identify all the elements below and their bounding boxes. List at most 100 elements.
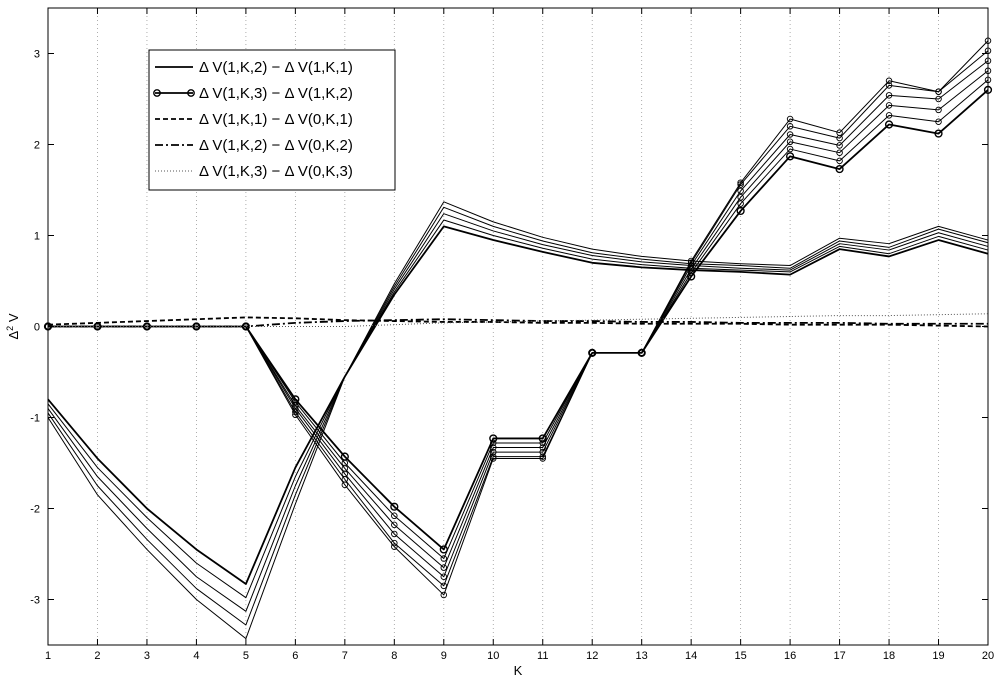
x-tick-label: 6 xyxy=(292,650,298,662)
series-11-point xyxy=(935,88,942,95)
y-tick-label: 2 xyxy=(34,140,40,152)
series-6-point xyxy=(934,129,943,138)
series-8-point xyxy=(786,138,794,146)
x-tick-label: 1 xyxy=(45,650,51,662)
legend-label-2: Δ V(1,K,3) − Δ V(1,K,2) xyxy=(199,85,353,102)
series-3-line xyxy=(47,213,989,612)
x-tick-label: 8 xyxy=(391,650,397,662)
x-tick-label: 3 xyxy=(144,650,150,662)
x-tick-label: 13 xyxy=(636,650,648,662)
series-12 xyxy=(47,316,989,328)
series-11-point xyxy=(687,257,695,265)
series-6-point xyxy=(884,120,894,129)
series-4 xyxy=(47,206,989,626)
series-11-point xyxy=(836,129,843,136)
y-tick-label: -2 xyxy=(30,504,40,516)
x-tick-label: 11 xyxy=(537,650,548,662)
series-4-line xyxy=(47,206,989,626)
series-3 xyxy=(47,213,989,612)
x-axis-label: K xyxy=(514,663,523,678)
x-tick-label: 7 xyxy=(342,650,348,662)
legend-label-5: Δ V(1,K,3) − Δ V(0,K,3) xyxy=(199,163,353,180)
y-axis-label: Δ2 V xyxy=(5,313,21,339)
x-tick-label: 12 xyxy=(586,650,598,662)
series-7-point xyxy=(836,157,843,165)
series-11-point xyxy=(292,411,299,419)
series-6-point xyxy=(736,206,745,216)
y-tick-label: 3 xyxy=(34,49,40,61)
series-9-point xyxy=(440,573,448,581)
x-tick-label: 4 xyxy=(193,650,199,662)
series-7-point xyxy=(984,76,992,84)
series-8-point xyxy=(984,67,992,75)
y-axis-label-base: Δ xyxy=(6,331,21,340)
series-6-point xyxy=(489,434,498,443)
series-9-point xyxy=(737,187,744,195)
series-8-point xyxy=(440,564,448,571)
x-tick-label: 10 xyxy=(487,650,499,662)
x-tick-label: 17 xyxy=(833,650,845,662)
series-7-point xyxy=(440,555,448,562)
legend-label-4: Δ V(1,K,2) − Δ V(0,K,2) xyxy=(199,137,353,154)
series-11-point xyxy=(490,455,497,462)
series-8-point xyxy=(885,102,893,109)
series-8-point xyxy=(391,521,398,529)
series-8-point xyxy=(836,149,843,156)
series-9-point xyxy=(984,57,992,65)
series-7-point xyxy=(786,145,794,153)
series-7-point xyxy=(737,200,744,207)
series-2 xyxy=(47,219,989,599)
legend-marker-2 xyxy=(153,89,161,97)
x-tick-label: 14 xyxy=(685,650,697,662)
series-11-point xyxy=(786,115,794,123)
series-11-point xyxy=(391,543,398,550)
series-12-line xyxy=(47,316,989,328)
series-9-point xyxy=(391,530,398,538)
legend-box xyxy=(148,49,396,191)
series-9-point xyxy=(786,131,794,138)
series-7-point xyxy=(391,512,398,520)
series-11-point xyxy=(588,349,596,357)
series-9-point xyxy=(935,95,942,103)
series-9-point xyxy=(836,142,843,149)
series-6-point xyxy=(390,502,399,511)
series-5-line xyxy=(47,201,989,640)
series-9-point xyxy=(490,448,497,456)
series-11-point xyxy=(885,77,893,85)
series-14-line xyxy=(48,313,989,327)
series-7-point xyxy=(885,112,893,119)
series-11-point xyxy=(341,481,349,489)
ticks-group: 1 2 3 4 5 6 7 8 9 10 11 12 13 14 15 16 17 18 19 20-3-2-1012… xyxy=(30,8,994,662)
series-11-point xyxy=(984,37,992,45)
y-tick-label: 1 xyxy=(34,231,40,243)
x-tick-label: 15 xyxy=(735,650,747,662)
series-8-point xyxy=(737,194,744,201)
series-11-point xyxy=(440,591,448,599)
x-tick-label: 20 xyxy=(982,650,994,662)
x-tick-label: 2 xyxy=(94,650,100,662)
x-tick-label: 18 xyxy=(883,650,895,662)
series-group xyxy=(43,37,993,640)
series-5 xyxy=(47,201,989,640)
y-tick-label: -1 xyxy=(30,413,40,425)
series-6-point xyxy=(786,152,795,161)
series-8-point xyxy=(935,106,942,114)
series-9-point xyxy=(885,92,893,99)
legend-marker-2 xyxy=(187,89,195,97)
legend-label-1: Δ V(1,K,2) − Δ V(1,K,1) xyxy=(199,59,353,76)
series-14 xyxy=(48,313,989,327)
legend: Δ V(1,K,2) − Δ V(1,K,1) Δ V(1,K,3) − Δ V(… xyxy=(148,49,396,191)
x-tick-label: 16 xyxy=(784,650,796,662)
y-axis-label-tail: V xyxy=(6,313,21,326)
series-10-point xyxy=(786,123,794,130)
series-2-line xyxy=(47,219,989,599)
series-6-point xyxy=(983,85,993,95)
series-7-point xyxy=(490,439,497,447)
series-1 xyxy=(47,225,989,585)
x-tick-label: 9 xyxy=(441,650,447,662)
y-tick-label: -3 xyxy=(30,595,40,607)
series-6-point xyxy=(835,164,844,174)
series-10-point xyxy=(885,82,893,89)
